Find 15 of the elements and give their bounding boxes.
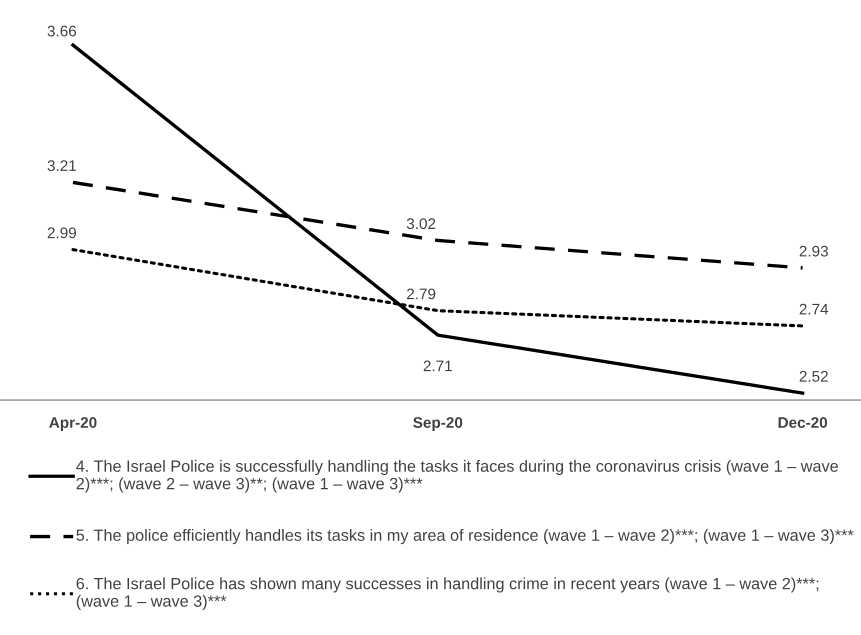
data-label: 2.99 bbox=[48, 227, 76, 238]
x-tick-label: Dec-20 bbox=[778, 417, 828, 428]
text: 6. The Israel Police has shown many successes in handling crime in recent years (wave 1 – wave 2)***; (wave 1 – wave 3)*** bbox=[76, 577, 818, 610]
data-label: 2.71 bbox=[424, 360, 452, 372]
data-label: 2.74 bbox=[800, 304, 828, 314]
data-label: 2.79 bbox=[407, 288, 436, 300]
data-label: 3.02 bbox=[406, 218, 436, 230]
data-label: 3.66 bbox=[48, 26, 76, 36]
x-tick-label: Apr-20 bbox=[49, 417, 97, 431]
legend-label: 5. The police efficiently handles its tasks in my area of residence (wave 1 – wave 2)***; (wave 1 – wave 3)*** bbox=[76, 529, 854, 544]
data-label: 3.21 bbox=[48, 160, 76, 172]
data-label: 2.93 bbox=[800, 246, 828, 257]
x-tick-label: Sep-20 bbox=[413, 417, 462, 431]
legend-label: 4. The Israel Police is successfully handling the tasks it faces during the coronavirus crisis (wave 1 – wave 2)***; (wave 2 – wave 3)**; (wave 1 – wave 3)*** bbox=[76, 460, 838, 493]
data-label: 2.52 bbox=[800, 370, 828, 382]
